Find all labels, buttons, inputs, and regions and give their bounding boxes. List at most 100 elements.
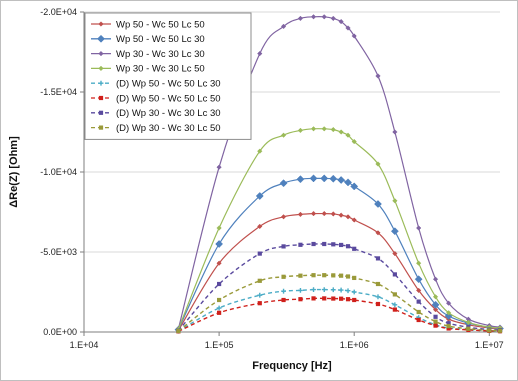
data-point (331, 296, 336, 301)
legend-box (84, 12, 252, 140)
data-point (431, 300, 440, 309)
data-point (98, 21, 104, 27)
data-point (309, 174, 318, 183)
data-point (322, 273, 327, 278)
data-point (280, 132, 287, 138)
data-point (320, 174, 329, 183)
data-point (416, 287, 422, 294)
data-point (98, 80, 104, 86)
series-layer (174, 14, 504, 334)
data-point (216, 305, 222, 311)
data-point (390, 227, 399, 236)
data-point (392, 292, 397, 297)
data-point (432, 294, 439, 300)
data-point (375, 73, 381, 79)
legend-label: Wp 50 - Wc 50 Lc 50 (116, 19, 205, 30)
data-point (345, 214, 351, 220)
data-point (321, 14, 327, 20)
data-point (338, 212, 344, 218)
data-point (350, 182, 359, 191)
data-point (338, 129, 344, 135)
data-point (465, 319, 472, 326)
legend-label: (D) Wp 30 - Wc 30 Lc 50 (116, 123, 221, 134)
data-point (337, 176, 346, 184)
data-point (339, 273, 344, 278)
data-point (322, 296, 327, 301)
data-point (352, 297, 357, 303)
x-tick-label: 1.E+06 (340, 340, 369, 350)
data-point (310, 126, 317, 132)
legend-entry: (D) Wp 50 - Wc 50 Lc 50 (91, 93, 221, 104)
data-point (446, 323, 451, 329)
series-line (177, 15, 501, 329)
data-point (329, 174, 338, 183)
data-point (339, 242, 344, 248)
data-point (351, 289, 357, 295)
data-point (392, 272, 397, 277)
legend-entry: Wp 30 - Wc 30 Lc 50 (91, 64, 205, 75)
data-point (281, 297, 286, 303)
data-point (217, 281, 222, 287)
data-point (97, 34, 105, 43)
data-point (311, 241, 316, 247)
data-point (176, 328, 181, 334)
legend: Wp 50 - Wc 50 Lc 50 Wp 50 - Wc 50 Lc 30 Wp… (84, 12, 252, 140)
data-point (392, 302, 398, 308)
y-tick-label: -1.5E+04 (40, 87, 77, 97)
data-point (392, 129, 398, 135)
data-point (216, 260, 222, 266)
data-point (98, 65, 104, 72)
data-point (445, 300, 452, 306)
data-point (311, 273, 316, 278)
data-point (416, 317, 421, 323)
data-point (216, 225, 222, 231)
data-point (416, 299, 421, 304)
legend-label: Wp 30 - Wc 30 Lc 50 (116, 64, 205, 75)
x-tick-label: 1.E+05 (205, 340, 234, 350)
legend-label: Wp 50 - Wc 50 Lc 30 (116, 34, 205, 45)
legend-entry: (D) Wp 30 - Wc 30 Lc 50 (91, 123, 221, 134)
data-point (351, 33, 357, 39)
data-point (281, 244, 286, 249)
data-point (375, 161, 381, 167)
data-point (330, 126, 336, 133)
data-point (345, 297, 351, 302)
data-point (330, 15, 336, 22)
data-point (375, 301, 381, 307)
data-point (311, 296, 316, 301)
data-point (445, 310, 452, 316)
data-point (298, 288, 303, 293)
legend-entry: Wp 50 - Wc 50 Lc 50 (91, 19, 205, 30)
y-tick-label: -1.0E+04 (40, 167, 77, 177)
data-point (331, 273, 336, 278)
data-point (375, 294, 381, 300)
data-point (433, 314, 438, 319)
data-point (352, 275, 357, 281)
data-point (297, 15, 304, 22)
y-tick-label: -2.0E+04 (40, 7, 77, 17)
data-point (338, 18, 344, 25)
data-point (392, 250, 398, 257)
data-point (338, 287, 344, 293)
x-axis-title: Frequency [Hz] (252, 360, 332, 372)
data-point (374, 200, 382, 208)
data-point (257, 292, 263, 298)
data-point (298, 273, 303, 278)
data-point (281, 288, 286, 294)
series-8 (176, 273, 503, 334)
data-point (215, 240, 224, 248)
legend-label: (D) Wp 50 - Wc 50 Lc 30 (116, 79, 221, 90)
data-point (392, 307, 397, 312)
data-point (217, 297, 222, 303)
legend-entry: Wp 30 - Wc 30 Lc 30 (91, 49, 205, 60)
data-point (375, 256, 381, 261)
data-point (416, 260, 422, 266)
data-point (432, 276, 439, 282)
data-point (345, 274, 351, 279)
data-point (297, 211, 304, 218)
data-point (446, 326, 451, 331)
data-point (298, 297, 303, 302)
data-point (257, 50, 263, 57)
legend-label: (D) Wp 30 - Wc 30 Lc 30 (116, 108, 221, 119)
